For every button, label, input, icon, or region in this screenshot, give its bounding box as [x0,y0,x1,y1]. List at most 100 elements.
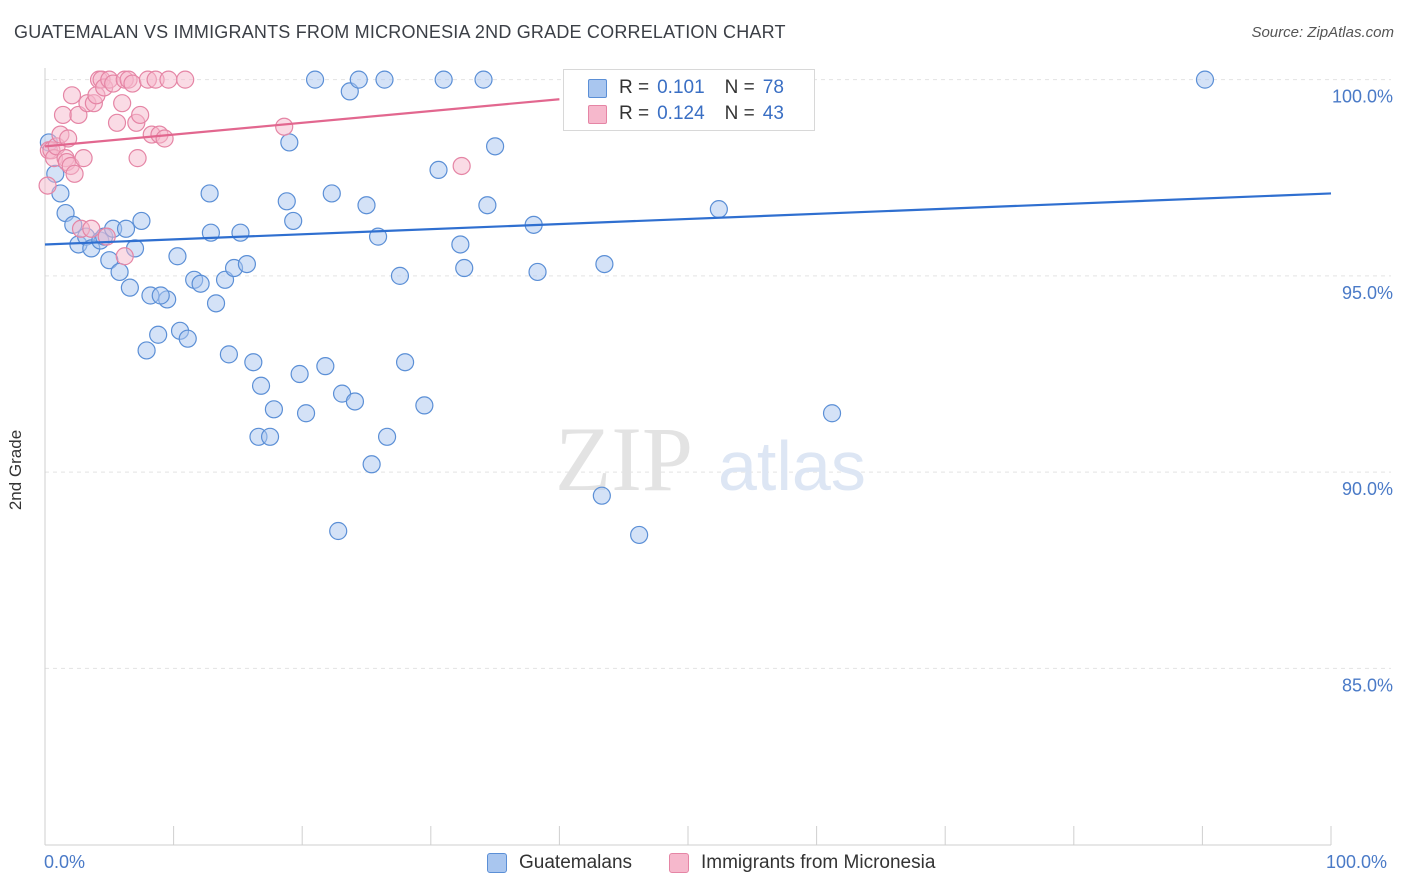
data-point [62,86,82,105]
correlation-legend: R = 0.101 N = 78 R = 0.124 N = 43 [563,69,815,131]
data-point [349,70,368,89]
data-point [110,262,129,282]
legend-label: Immigrants from Micronesia [701,852,936,873]
watermark-atlas: atlas [718,427,866,505]
legend-r-label: R = [619,77,650,98]
data-point [415,396,434,415]
axes [44,68,1332,846]
data-point [116,219,136,238]
data-point [478,196,497,215]
legend-swatch-blue [487,853,507,873]
data-point [237,255,257,274]
data-point [434,70,453,89]
data-point [362,455,381,474]
data-point [322,184,341,203]
legend-row-micronesia: R = 0.124 N = 43 [588,102,784,126]
watermark-zip: ZIP [555,408,693,510]
data-point [357,196,376,215]
data-point [176,70,195,89]
legend-row-guatemalans: R = 0.101 N = 78 [588,76,784,100]
legend-item-guatemalans[interactable]: Guatemalans [487,852,632,874]
legend-label: Guatemalans [519,852,633,873]
data-point [149,325,168,344]
data-point [528,262,547,282]
trend-line [44,192,1332,246]
legend-n-label: N = [724,103,755,124]
legend-n-value: 78 [762,77,784,98]
legend-swatch-pink [588,104,607,124]
y-tick-labels: 85.0% 90.0% 95.0% 100.0% [1332,87,1393,696]
data-point [375,70,394,89]
data-point [822,404,842,423]
data-point [260,427,280,446]
data-point [120,278,139,297]
data-point [251,376,271,395]
data-point [377,427,397,446]
grid-lines [45,79,1391,669]
data-point [316,357,335,376]
data-point [113,94,132,113]
data-point [595,255,614,274]
legend-r-label: R = [619,103,650,124]
data-point [395,353,415,372]
data-point [74,149,93,168]
data-point [329,521,348,541]
data-point [345,392,365,411]
data-point [709,200,728,219]
data-point [592,486,611,505]
data-point [151,286,170,305]
legend-n-label: N = [724,77,755,98]
chart-title: GUATEMALAN VS IMMIGRANTS FROM MICRONESIA… [14,22,786,42]
data-point [429,160,448,179]
legend-r-value: 0.124 [657,103,705,124]
legend-swatch-pink [669,853,689,873]
data-point [455,258,474,278]
x-tick-label-max: 100.0% [1326,852,1388,872]
data-point [486,137,505,156]
y-tick-label: 85.0% [1342,675,1393,695]
data-point [277,192,296,211]
data-point [178,329,197,348]
data-point [159,70,178,89]
data-point [53,105,73,125]
data-point [137,341,156,360]
data-point [155,129,174,148]
data-point [296,404,316,423]
data-point [1195,70,1215,89]
data-point [275,117,294,136]
data-point [290,364,309,384]
source-credit: Source: ZipAtlas.com [1251,24,1394,41]
data-point [630,525,649,545]
y-tick-label: 90.0% [1342,479,1393,499]
trend-line [44,98,560,148]
legend-swatch-blue [588,78,607,98]
data-point [219,345,238,364]
series-legend: Guatemalans Immigrants from Micronesia [0,851,1406,877]
data-point [107,113,127,132]
trend-lines [44,98,1332,246]
x-tick-label-min: 0.0% [44,852,86,872]
data-point [65,164,84,183]
data-point [200,184,219,203]
legend-item-micronesia[interactable]: Immigrants from Micronesia [669,852,935,874]
data-point [231,223,250,242]
data-point [390,266,410,285]
data-point [244,353,263,372]
data-point [280,133,299,152]
data-point [128,149,147,168]
y-tick-label: 95.0% [1342,283,1393,303]
data-point [82,219,101,238]
data-point [305,70,325,89]
series-micronesia [38,70,471,266]
legend-r-value: 0.101 [657,77,705,98]
data-point [168,247,187,266]
data-point [206,294,226,313]
data-point [115,247,134,266]
data-point [451,235,470,254]
data-point [452,156,471,176]
y-tick-label: 100.0% [1332,87,1393,107]
data-point [131,105,150,125]
data-point [474,70,493,89]
data-point [38,176,57,195]
watermark: ZIP atlas [555,408,866,510]
